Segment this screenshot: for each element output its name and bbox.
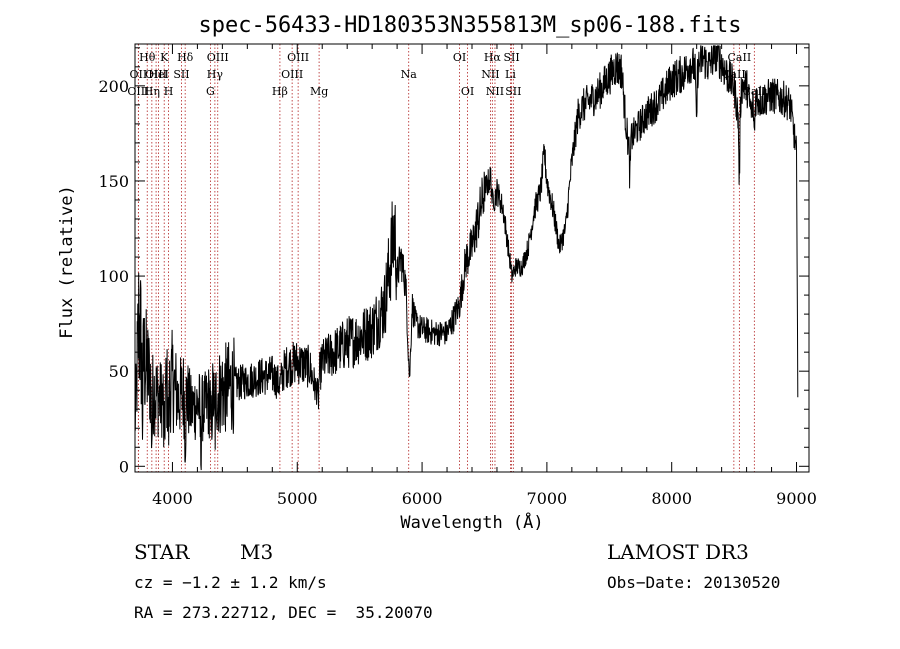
spectral-line-markers [137,44,755,472]
spectral-line-label: NII [481,68,499,81]
spectral-line-label: K [160,51,169,64]
spectral-line-label: OIII [287,51,309,64]
spectral-line-label: SII [173,68,189,81]
spectral-line-label: CaII [728,51,752,64]
spectral-line-label: OI [453,51,466,64]
spectral-line-label: OII [130,68,148,81]
spectral-line-label: H [164,85,174,98]
spectral-line-label: HeI [148,68,168,81]
y-tick-label: 0 [119,457,129,476]
y-tick-label: 150 [98,172,129,191]
spectral-line-label: SII [503,51,519,64]
redshift-velocity: cz = −1.2 ± 1.2 km/s [134,573,327,592]
spectral-line-label: SII [505,85,521,98]
x-tick-label: 4000 [152,489,193,508]
spectral-line-label: Hγ [207,68,224,81]
y-tick-label: 200 [98,77,129,96]
spectral-line-label: Hβ [272,85,288,98]
spectral-line-label: Mg [310,85,328,98]
spectral-line-label: Hθ [139,51,156,64]
spectral-line-label: OIII [127,85,149,98]
spectral-line-label: NII [486,85,504,98]
object-class: STAR [134,540,190,564]
x-tick-label: 9000 [776,489,817,508]
survey-name: LAMOST DR3 [607,540,749,564]
y-axis-label: Flux (relative) [57,185,77,339]
observation-date: Obs−Date: 20130520 [607,573,781,592]
x-axis-label: Wavelength (Å) [400,511,543,533]
x-tick-label: 7000 [527,489,568,508]
spectral-line-label: Hη [144,85,160,98]
spectral-line-label: OIII [145,68,167,81]
x-tick-label: 6000 [402,489,443,508]
spectral-line-label: OIII [207,51,229,64]
y-tick-label: 100 [98,267,129,286]
spectral-line-label: Hδ [177,51,194,64]
chart-title: spec-56433-HD180353N355813M_sp06-188.fit… [198,13,741,38]
x-tick-label: 8000 [651,489,692,508]
x-tick-label: 5000 [277,489,318,508]
y-tick-label: 50 [109,362,129,381]
spectral-line-label: OIII [281,68,303,81]
x-axis-ticks: 4000 5000 6000 7000 8000 9000 [152,44,817,508]
object-subclass: M3 [240,540,274,564]
coordinates: RA = 273.22712, DEC = 35.20070 [134,603,433,622]
plot-frame [134,43,810,473]
spectrum-line [134,44,799,471]
y-axis-ticks: 0 50 100 150 200 [98,47,809,476]
spectral-line-label: Hα [484,51,502,64]
spectral-line-label: OI [461,85,474,98]
spectral-line-label: Na [401,68,418,81]
spectral-line-label: G [206,85,215,98]
spectral-line-label: Li [505,68,516,81]
